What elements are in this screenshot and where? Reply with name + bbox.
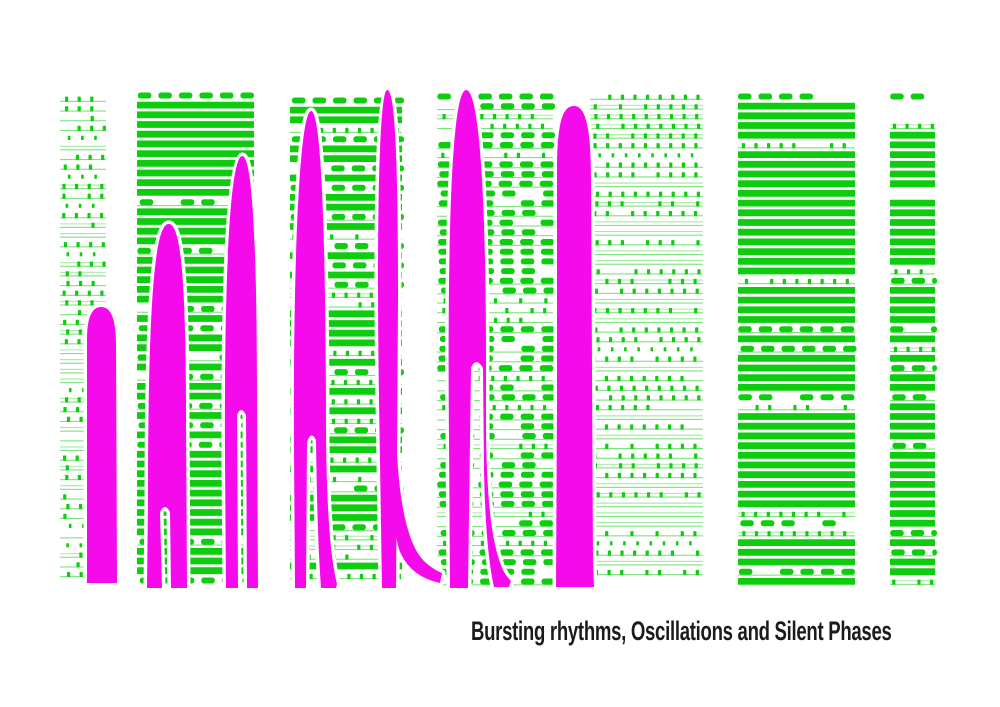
raster-column-5 xyxy=(590,94,703,576)
raster-column-7 xyxy=(890,93,937,585)
raster-column-6 xyxy=(738,93,857,585)
burst-spike-1 xyxy=(87,307,117,583)
burst-spike-3 xyxy=(224,155,258,588)
burst-spike-7 xyxy=(556,106,594,587)
caption-text: Bursting rhythms, Oscillations and Silen… xyxy=(471,616,892,646)
burst-spike-6 xyxy=(448,89,511,588)
burst-spike-2 xyxy=(147,223,187,588)
burst-spike-4 xyxy=(293,110,337,588)
raster-column-1 xyxy=(60,96,106,578)
burst-spike-5-tail xyxy=(390,430,442,583)
